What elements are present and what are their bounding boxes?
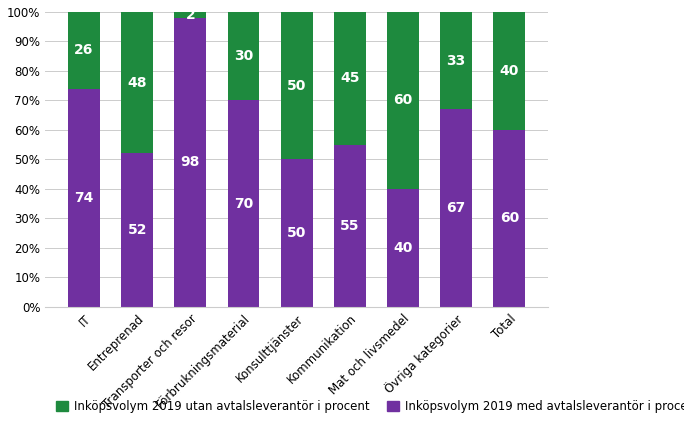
Bar bbox=[334, 12, 366, 144]
Text: 60: 60 bbox=[500, 211, 519, 225]
Bar bbox=[493, 130, 525, 307]
Text: 55: 55 bbox=[340, 219, 360, 233]
Bar bbox=[387, 189, 419, 307]
Bar bbox=[174, 12, 207, 18]
Text: 48: 48 bbox=[127, 76, 147, 90]
Text: 52: 52 bbox=[127, 223, 147, 237]
Text: 26: 26 bbox=[75, 43, 94, 57]
Bar bbox=[387, 12, 419, 189]
Bar bbox=[280, 159, 313, 307]
Text: 40: 40 bbox=[393, 241, 412, 255]
Text: 70: 70 bbox=[234, 196, 253, 210]
Bar bbox=[121, 153, 153, 307]
Bar bbox=[440, 12, 472, 109]
Bar bbox=[228, 12, 259, 101]
Bar bbox=[440, 109, 472, 307]
Text: 60: 60 bbox=[393, 93, 412, 107]
Bar bbox=[174, 18, 207, 307]
Text: 50: 50 bbox=[287, 226, 306, 240]
Text: 67: 67 bbox=[447, 201, 466, 215]
Bar bbox=[228, 101, 259, 307]
Text: 74: 74 bbox=[75, 191, 94, 204]
Text: 40: 40 bbox=[500, 64, 519, 78]
Text: 30: 30 bbox=[234, 49, 253, 63]
Bar bbox=[493, 12, 525, 130]
Bar bbox=[280, 12, 313, 159]
Text: 33: 33 bbox=[447, 54, 466, 68]
Text: 45: 45 bbox=[340, 71, 360, 85]
Bar bbox=[68, 89, 100, 307]
Text: 2: 2 bbox=[185, 8, 195, 22]
Bar bbox=[334, 144, 366, 307]
Bar bbox=[68, 12, 100, 89]
Text: 98: 98 bbox=[181, 155, 200, 169]
Bar bbox=[121, 12, 153, 153]
Text: 50: 50 bbox=[287, 79, 306, 92]
Legend: Inköpsvolym 2019 utan avtalsleverantör i procent, Inköpsvolym 2019 med avtalslev: Inköpsvolym 2019 utan avtalsleverantör i… bbox=[51, 395, 684, 417]
